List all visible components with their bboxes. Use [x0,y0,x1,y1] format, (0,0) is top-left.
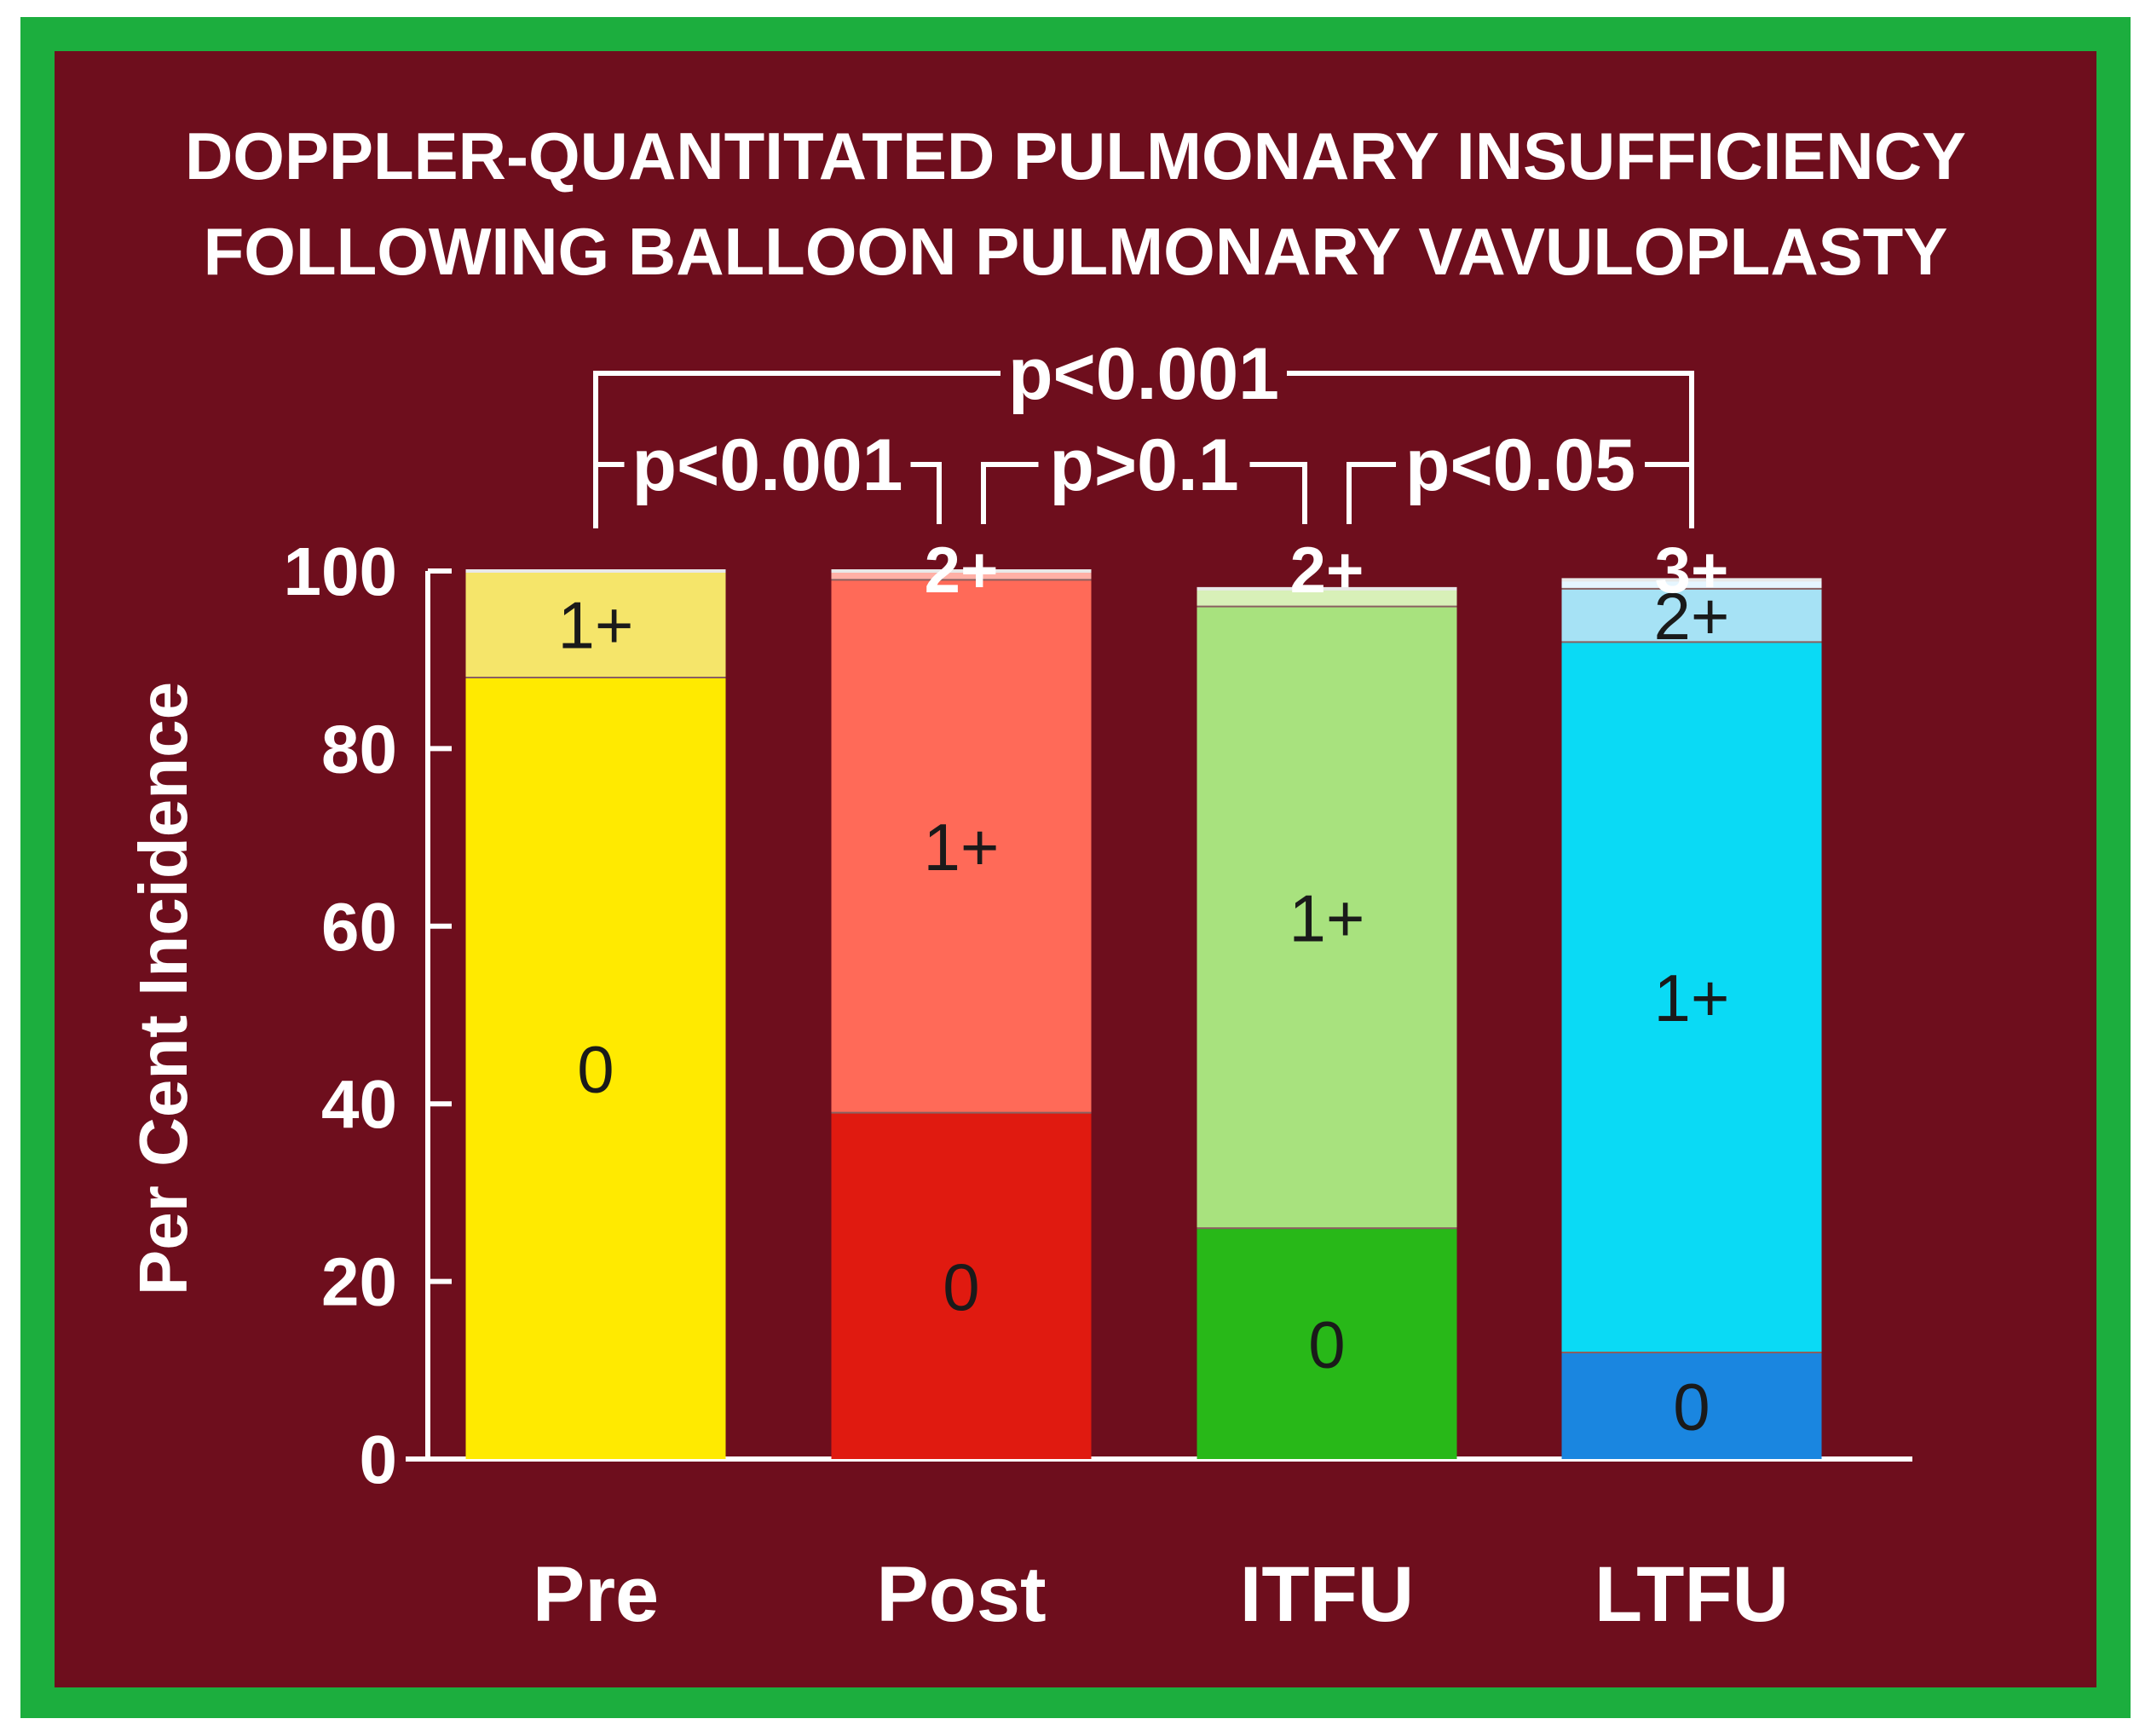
bar-segment-ltfu-1plus [1561,642,1822,1352]
bar-segment-ltfu-0 [1561,1352,1822,1459]
bar-segment-pre-1plus [465,571,726,678]
p-value-label: p<0.001 [632,424,903,506]
bar-segment-itfu-2plus [1197,588,1457,607]
green-frame-border: DOPPLER-QUANTITATED PULMONARY INSUFFICIE… [20,17,2131,1718]
bar-segment-post-0 [831,1112,1092,1459]
bar-segment-post-2plus [831,571,1092,580]
segment-label: 0 [577,1032,614,1107]
bar-segment-ltfu-2plus [1561,588,1822,643]
p-value-label: p>0.1 [1049,424,1238,506]
bar-top-label: 3+ [1655,534,1729,607]
bracket-right-arm [910,462,942,524]
x-category-label: LTFU [1595,1551,1789,1638]
bracket-left-arm [593,462,625,524]
bracket-right-arm [1645,462,1694,524]
significance-brackets: p<0.001 p<0.001 p>0.1 p<0.05 [593,333,1694,528]
segment-label: 2+ [1654,579,1730,654]
p-value-label: p<0.05 [1405,424,1635,506]
bar-top-label: 2+ [1290,534,1364,607]
segment-label: 1+ [1654,960,1730,1035]
slide-background: DOPPLER-QUANTITATED PULMONARY INSUFFICIE… [55,51,2096,1687]
bar-top-label: 2+ [925,534,999,607]
bar-segment-post-1plus [831,580,1092,1113]
y-tick-label: 60 [321,889,397,965]
bracket-left-arm [1347,462,1396,524]
bracket-right-arm [1249,462,1307,524]
p-value-bracket: p<0.05 [1347,424,1694,524]
segment-label: 1+ [558,588,634,663]
y-tick-label: 0 [360,1422,398,1497]
y-tick-label: 40 [321,1066,397,1142]
p-value-label: p<0.001 [1008,333,1279,415]
x-category-label: ITFU [1240,1551,1414,1638]
x-category-label: Post [876,1551,1046,1638]
segment-label: 0 [1673,1369,1710,1444]
bar-segment-ltfu-3plus [1561,580,1822,589]
p-value-bracket: p>0.1 [981,424,1307,524]
chart-title: DOPPLER-QUANTITATED PULMONARY INSUFFICIE… [185,118,1966,193]
bars: 0 1+ Pre 0 1+ Post 2+ 0 1+ ITFU 2+ 0 1+ 2+ LTFU 3+ [465,534,1822,1638]
chart-subtitle: FOLLOWING BALLOON PULMONARY VAVULOPLASTY [204,214,1948,289]
bar-segment-pre-0 [465,678,726,1459]
stacked-bar-chart: DOPPLER-QUANTITATED PULMONARY INSUFFICIE… [125,118,1966,1638]
bar-segment-itfu-1plus [1197,606,1457,1229]
y-tick-label: 80 [321,711,397,787]
x-category-label: Pre [533,1551,659,1638]
segment-label: 0 [943,1249,979,1324]
bracket-left-arm [981,462,1039,524]
axes: 0 20 40 60 80 100 [284,533,1912,1497]
p-value-bracket: p<0.001 [593,424,942,524]
y-tick-label: 20 [321,1244,397,1320]
segment-label: 0 [1308,1307,1345,1382]
segment-label: 1+ [1289,880,1365,955]
segment-label: 1+ [924,810,1000,885]
y-axis-label: Per Cent Incidence [125,682,201,1295]
bar-segment-itfu-0 [1197,1228,1457,1459]
y-tick-label: 100 [284,533,397,609]
